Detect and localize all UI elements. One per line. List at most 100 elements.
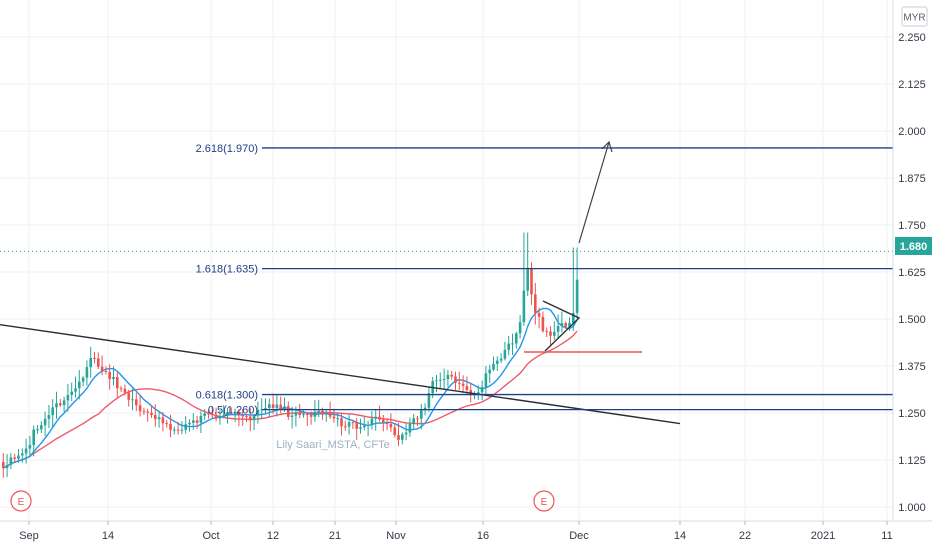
candle[interactable] <box>313 400 317 422</box>
candle[interactable] <box>420 403 423 430</box>
candle[interactable] <box>256 401 260 424</box>
candle[interactable] <box>47 404 51 428</box>
candle[interactable] <box>461 375 465 394</box>
candle[interactable] <box>340 412 343 436</box>
candle[interactable] <box>477 385 480 401</box>
candle[interactable] <box>458 371 461 391</box>
candle[interactable] <box>40 421 43 433</box>
candle[interactable] <box>575 247 579 319</box>
candle[interactable] <box>51 399 54 427</box>
candle[interactable] <box>9 453 13 469</box>
candle[interactable] <box>556 314 560 338</box>
candle[interactable] <box>78 369 81 400</box>
candle[interactable] <box>347 414 351 435</box>
candle[interactable] <box>484 366 488 395</box>
candle[interactable] <box>154 404 157 427</box>
candle[interactable] <box>180 421 184 435</box>
candle[interactable] <box>264 398 267 415</box>
candle[interactable] <box>522 232 526 326</box>
candle[interactable] <box>214 407 218 422</box>
candle[interactable] <box>541 311 545 333</box>
candle[interactable] <box>515 331 518 349</box>
candle[interactable] <box>43 411 47 437</box>
candle[interactable] <box>325 410 328 422</box>
candle[interactable] <box>351 419 355 430</box>
candle[interactable] <box>416 415 419 426</box>
candle[interactable] <box>271 393 275 415</box>
candle[interactable] <box>252 413 256 431</box>
earnings-marker[interactable]: E <box>533 490 555 512</box>
candle[interactable] <box>104 366 108 375</box>
candle[interactable] <box>359 418 362 434</box>
candle[interactable] <box>302 410 305 418</box>
candle[interactable] <box>93 351 96 364</box>
candle[interactable] <box>332 408 336 423</box>
candle[interactable] <box>70 382 73 402</box>
candle[interactable] <box>13 453 16 463</box>
candle[interactable] <box>530 262 533 305</box>
candle[interactable] <box>188 419 191 432</box>
candle[interactable] <box>157 411 161 428</box>
fibonacci-levels[interactable]: 2.618(1.970) 1.618(1.635) 0.618(1.300) 0.5(… <box>196 143 893 417</box>
candle[interactable] <box>370 410 374 430</box>
candle[interactable] <box>207 409 210 419</box>
candle[interactable] <box>146 408 149 422</box>
candle[interactable] <box>290 406 294 429</box>
candle[interactable] <box>176 421 180 435</box>
candle[interactable] <box>507 335 510 356</box>
candle[interactable] <box>317 399 320 418</box>
candle[interactable] <box>138 394 142 417</box>
candle[interactable] <box>184 416 187 434</box>
candle[interactable] <box>55 391 58 419</box>
candle[interactable] <box>112 366 115 386</box>
candle[interactable] <box>450 370 453 380</box>
candle[interactable] <box>496 356 499 371</box>
candle[interactable] <box>435 375 438 393</box>
candle[interactable] <box>199 411 203 433</box>
candle[interactable] <box>366 420 370 437</box>
candle[interactable] <box>568 317 571 331</box>
candle[interactable] <box>89 346 92 378</box>
candle[interactable] <box>32 425 35 457</box>
candle[interactable] <box>480 380 484 401</box>
candle[interactable] <box>572 247 575 331</box>
candle[interactable] <box>268 398 271 417</box>
candle[interactable] <box>336 413 339 427</box>
candle[interactable] <box>237 409 241 427</box>
candle[interactable] <box>560 311 564 333</box>
candle[interactable] <box>363 416 366 431</box>
candle[interactable] <box>287 401 290 421</box>
candle[interactable] <box>374 410 377 431</box>
candle[interactable] <box>553 321 556 340</box>
candle[interactable] <box>195 415 199 429</box>
candle[interactable] <box>355 418 358 440</box>
candle[interactable] <box>222 405 225 419</box>
candle[interactable] <box>241 409 244 426</box>
candle[interactable] <box>385 419 389 431</box>
candle[interactable] <box>442 368 446 390</box>
trendline[interactable] <box>0 323 681 425</box>
candle[interactable] <box>108 364 111 390</box>
candle[interactable] <box>465 376 469 395</box>
candle[interactable] <box>393 423 396 438</box>
projection-arrow[interactable] <box>578 141 610 244</box>
candle[interactable] <box>17 449 20 463</box>
candle[interactable] <box>97 352 100 370</box>
candle[interactable] <box>537 307 541 329</box>
candle[interactable] <box>142 407 146 415</box>
candle[interactable] <box>275 394 279 417</box>
currency-badge[interactable]: MYR <box>901 6 928 27</box>
candle[interactable] <box>173 426 176 435</box>
candle[interactable] <box>135 392 138 411</box>
candle[interactable] <box>81 375 85 387</box>
candle[interactable] <box>446 369 450 387</box>
candle[interactable] <box>211 406 214 419</box>
candle[interactable] <box>203 409 206 421</box>
fib-level[interactable]: 0.5(1.260) <box>208 405 893 417</box>
candle[interactable] <box>100 355 104 376</box>
candle[interactable] <box>439 372 442 389</box>
candle[interactable] <box>74 376 77 398</box>
candle[interactable] <box>249 408 252 431</box>
drawings[interactable] <box>0 140 893 425</box>
triangle-pattern[interactable] <box>542 300 581 352</box>
